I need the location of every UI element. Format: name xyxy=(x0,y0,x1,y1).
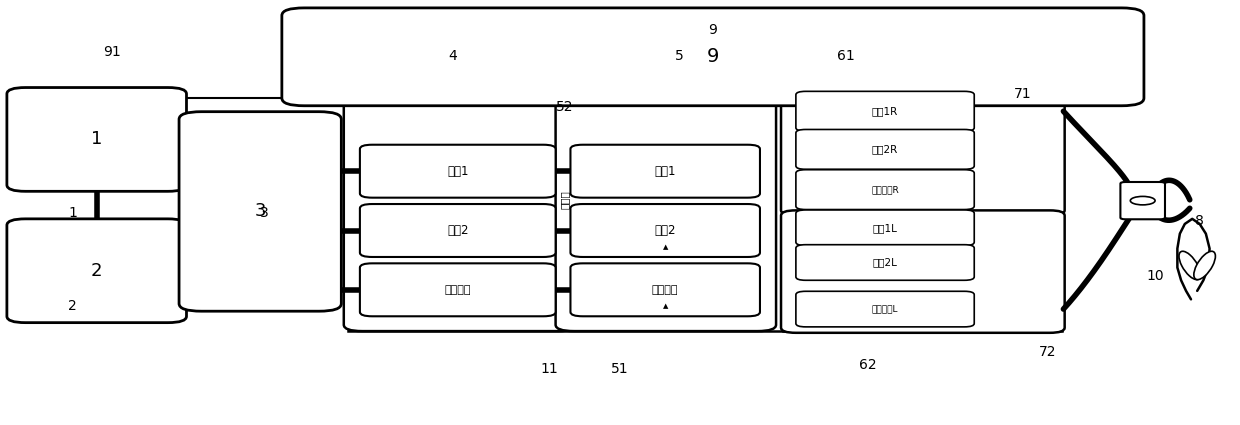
FancyBboxPatch shape xyxy=(179,112,341,311)
Text: 51: 51 xyxy=(611,362,629,376)
FancyBboxPatch shape xyxy=(781,65,1065,215)
FancyBboxPatch shape xyxy=(1121,182,1166,219)
Text: 52: 52 xyxy=(556,99,573,113)
Circle shape xyxy=(1131,196,1156,205)
Text: 阀门1: 阀门1 xyxy=(446,165,469,178)
Text: 3: 3 xyxy=(260,206,269,219)
Text: 61: 61 xyxy=(837,49,854,63)
FancyBboxPatch shape xyxy=(570,204,760,257)
Text: 5: 5 xyxy=(675,49,683,63)
Text: 阀门1L: 阀门1L xyxy=(873,223,898,233)
FancyBboxPatch shape xyxy=(796,291,975,327)
FancyBboxPatch shape xyxy=(7,219,186,323)
Text: 阀门温水L: 阀门温水L xyxy=(872,305,898,314)
Text: 阀门1R: 阀门1R xyxy=(872,106,898,116)
Text: 1: 1 xyxy=(91,130,103,148)
FancyBboxPatch shape xyxy=(281,8,1145,106)
FancyBboxPatch shape xyxy=(570,145,760,198)
Text: 气味2: 气味2 xyxy=(655,224,676,237)
Text: 72: 72 xyxy=(1039,345,1056,359)
FancyBboxPatch shape xyxy=(570,264,760,316)
Text: 9: 9 xyxy=(707,47,719,66)
Text: 阀门2: 阀门2 xyxy=(446,224,469,237)
FancyBboxPatch shape xyxy=(556,58,776,331)
Text: 91: 91 xyxy=(103,45,122,59)
Text: 8: 8 xyxy=(1195,214,1204,228)
FancyBboxPatch shape xyxy=(796,245,975,280)
Text: 2: 2 xyxy=(91,262,103,280)
FancyBboxPatch shape xyxy=(796,210,975,246)
Text: 气味1: 气味1 xyxy=(655,165,676,178)
Text: 阀门温水: 阀门温水 xyxy=(444,285,471,295)
Text: 阀门2R: 阀门2R xyxy=(872,144,898,154)
Text: 62: 62 xyxy=(859,358,877,372)
FancyBboxPatch shape xyxy=(796,91,975,131)
Bar xyxy=(784,60,1063,331)
Text: 3: 3 xyxy=(254,202,265,221)
Text: 71: 71 xyxy=(1014,87,1032,101)
Text: ▲: ▲ xyxy=(663,244,668,250)
Text: 2: 2 xyxy=(68,299,77,313)
FancyBboxPatch shape xyxy=(360,204,556,257)
Text: 加热器: 加热器 xyxy=(559,190,569,209)
Bar xyxy=(347,60,905,331)
Ellipse shape xyxy=(1194,251,1215,280)
Text: 4: 4 xyxy=(449,49,458,63)
FancyBboxPatch shape xyxy=(360,145,556,198)
FancyBboxPatch shape xyxy=(360,264,556,316)
Text: ▲: ▲ xyxy=(663,303,668,309)
Text: 阀门温水R: 阀门温水R xyxy=(872,185,899,194)
Text: 10: 10 xyxy=(1146,269,1164,283)
FancyBboxPatch shape xyxy=(343,58,577,331)
Text: 阀门2L: 阀门2L xyxy=(873,258,898,267)
Ellipse shape xyxy=(1179,251,1200,280)
FancyBboxPatch shape xyxy=(796,130,975,169)
FancyBboxPatch shape xyxy=(781,210,1065,333)
Text: 1: 1 xyxy=(68,206,77,219)
Text: 气味温水: 气味温水 xyxy=(652,285,678,295)
Bar xyxy=(167,115,198,181)
FancyBboxPatch shape xyxy=(7,88,186,191)
Text: 9: 9 xyxy=(708,23,717,37)
FancyBboxPatch shape xyxy=(796,170,975,210)
Text: 11: 11 xyxy=(541,362,558,376)
